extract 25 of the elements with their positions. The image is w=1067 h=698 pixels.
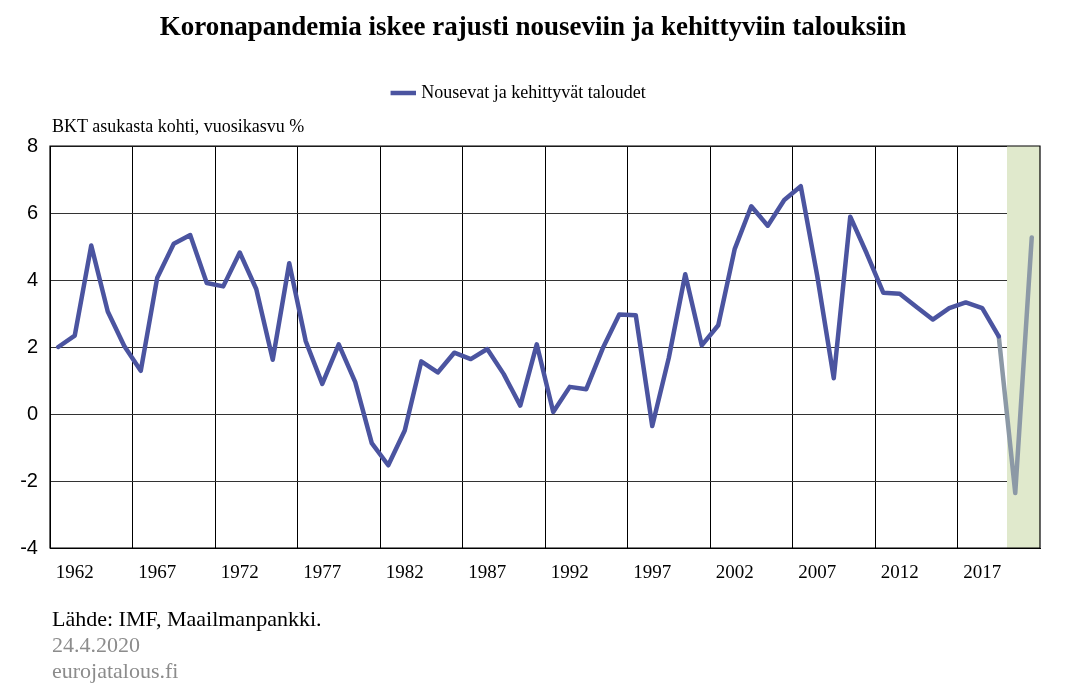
- text: Lähde: IMF, Maailmanpankki.: [52, 606, 322, 632]
- x-tick-label: 2002: [715, 561, 754, 583]
- y-tick-label: 4: [26, 267, 38, 290]
- y-tick-label: 2: [26, 334, 38, 357]
- x-tick-label: 1997: [633, 561, 672, 583]
- x-tick-label: 1987: [468, 561, 507, 583]
- text: eurojatalous.fi: [52, 658, 180, 684]
- x-tick-label: 1977: [303, 561, 342, 583]
- y-tick-label: -4: [20, 535, 38, 558]
- x-tick-label: 1972: [220, 561, 259, 583]
- y-tick-label: -2: [20, 468, 38, 491]
- x-tick-label: 2017: [963, 561, 1002, 583]
- x-tick-label: 1962: [55, 561, 94, 583]
- legend-label: Nousevat ja kehittyvät taloudet: [421, 81, 646, 102]
- x-tick-label: 2012: [880, 561, 919, 583]
- y-tick-label: 6: [26, 200, 38, 223]
- text: 24.4.2020: [52, 632, 141, 658]
- x-tick-label: 1982: [385, 561, 424, 583]
- x-tick-label: 1967: [138, 561, 177, 583]
- y-tick-label: 8: [26, 133, 38, 156]
- y-axis-title: BKT asukasta kohti, vuosikasvu %: [52, 115, 305, 136]
- x-tick-label: 2007: [798, 561, 837, 583]
- chart-title: Koronapandemia iskee rajusti nouseviin ja kehittyviin talouksiin: [158, 11, 908, 41]
- y-tick-label: 0: [26, 401, 38, 424]
- x-tick-label: 1992: [550, 561, 589, 583]
